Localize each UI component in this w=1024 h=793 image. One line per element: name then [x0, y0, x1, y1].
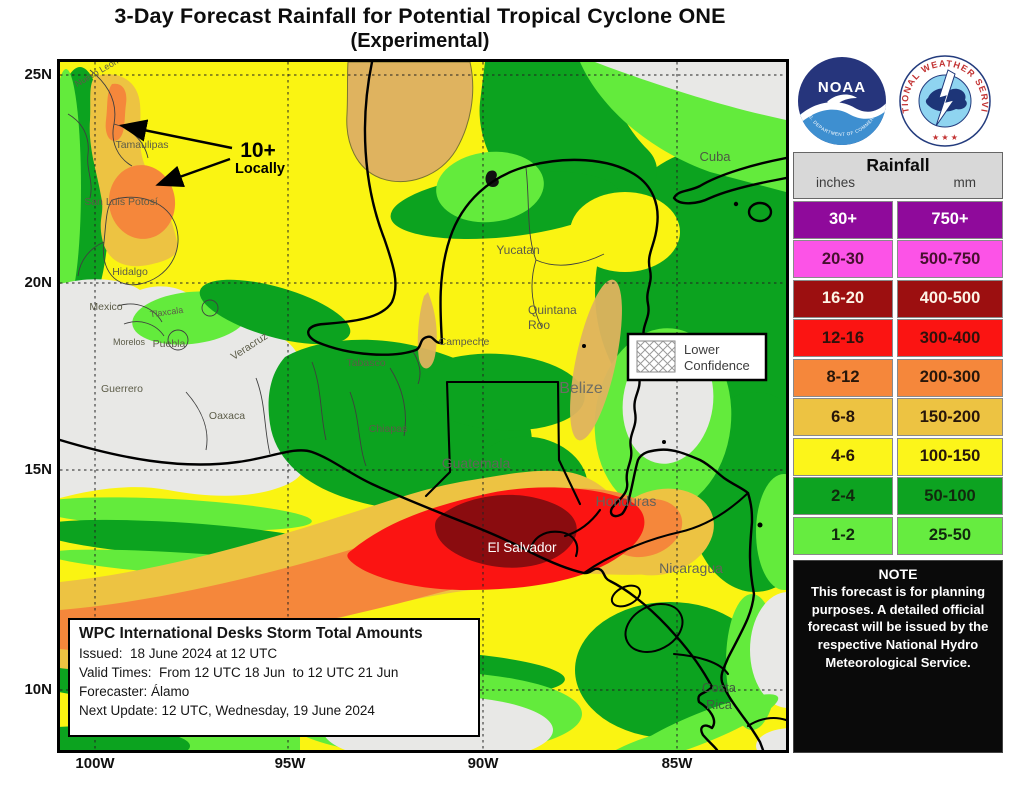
hatch-swatch-icon: [636, 340, 676, 373]
label-tabasco: Tabasco: [346, 357, 385, 369]
legend-row: 30+ 750+: [793, 200, 1003, 239]
label-oaxaca: Oaxaca: [209, 410, 245, 422]
lower-confidence-key: Lower Confidence: [626, 332, 768, 382]
legend-row: 12-16 300-400: [793, 319, 1003, 357]
local-max-word: Locally: [235, 161, 285, 177]
legend-cell-inches: 6-8: [793, 398, 893, 436]
label-mexico: Mexico: [89, 301, 122, 313]
lon-label-85w: 85W: [661, 755, 693, 772]
title-line-2: (Experimental): [350, 30, 490, 52]
label-hidalgo: Hidalgo: [112, 266, 148, 278]
noaa-logo-text: NOAA: [818, 79, 866, 96]
legend-row: 1-2 25-50: [793, 516, 1003, 555]
legend-cell-mm: 750+: [897, 200, 1003, 239]
label-guerrero: Guerrero: [101, 383, 143, 395]
label-puebla: Puebla: [153, 338, 186, 350]
label-nicaragua: Nicaragua: [659, 560, 723, 576]
page-title: 3-Day Forecast Rainfall for Potential Tr…: [0, 4, 840, 53]
wpc-valid-times: Valid Times: From 12 UTC 18 Jun to 12 UT…: [79, 665, 399, 681]
wpc-forecaster: Forecaster: Álamo: [79, 684, 190, 700]
legend-cell-inches: 4-6: [793, 437, 893, 476]
label-tamaulipas: Tamaulipas: [115, 139, 168, 151]
lon-label-90w: 90W: [467, 755, 499, 772]
label-tlaxcala: Tlaxcala: [149, 305, 184, 320]
label-chiapas: Chiapas: [369, 423, 408, 435]
wpc-next-update: Next Update: 12 UTC, Wednesday, 19 June …: [79, 703, 375, 719]
legend-row: 16-20 400-500: [793, 279, 1003, 318]
lightning-bolt-icon: [935, 69, 956, 127]
label-costa: Costa: [702, 680, 737, 695]
lower-confidence-line2: Confidence: [684, 358, 750, 373]
lat-label-25n: 25N: [24, 66, 52, 83]
legend-cell-inches: 2-4: [793, 477, 893, 515]
label-roo: Roo: [528, 318, 550, 332]
legend-col-inches: inches: [816, 175, 856, 190]
legend-title: Rainfall: [866, 155, 930, 175]
wpc-info-box: WPC International Desks Storm Total Amou…: [68, 618, 480, 737]
noaa-logo: NOAA U.S. DEPARTMENT OF COMMERCE: [798, 57, 886, 145]
legend-cell-inches: 30+: [793, 200, 893, 239]
legend-cell-inches: 12-16: [793, 319, 893, 357]
legend-cell-inches: 1-2: [793, 516, 893, 555]
legend-col-mm: mm: [953, 175, 977, 190]
label-morelos: Morelos: [113, 337, 146, 347]
rainfall-legend: Rainfall inches mm 30+ 750+ 20-30 500-75…: [793, 152, 1003, 555]
legend-cell-mm: 50-100: [897, 477, 1003, 515]
legend-cell-inches: 8-12: [793, 358, 893, 397]
wpc-title: WPC International Desks Storm Total Amou…: [79, 625, 423, 642]
title-line-1: 3-Day Forecast Rainfall for Potential Tr…: [114, 4, 726, 28]
lon-label-100w: 100W: [75, 755, 115, 772]
legend-cell-mm: 100-150: [897, 437, 1003, 476]
note-title: NOTE: [878, 566, 918, 582]
lat-label-20n: 20N: [24, 274, 52, 291]
legend-cell-mm: 150-200: [897, 398, 1003, 436]
legend-cell-mm: 500-750: [897, 240, 1003, 278]
label-quintana: Quintana: [528, 303, 577, 317]
legend-cell-mm: 400-500: [897, 279, 1003, 318]
lower-confidence-line1: Lower: [684, 342, 720, 357]
legend-cell-mm: 200-300: [897, 358, 1003, 397]
local-max-annotation: 10+ Locally: [119, 119, 285, 188]
label-el-salvador: El Salvador: [487, 540, 557, 555]
label-yucatan: Yucatan: [496, 243, 539, 257]
legend-header: Rainfall inches mm: [793, 152, 1003, 199]
legend-cell-mm: 25-50: [897, 516, 1003, 555]
label-belize: Belize: [559, 380, 603, 397]
label-honduras: Honduras: [596, 493, 657, 509]
legend-row: 2-4 50-100: [793, 477, 1003, 515]
note-body: This forecast is for planning purposes. …: [807, 584, 989, 670]
label-campeche: Campeche: [439, 336, 490, 348]
lon-label-95w: 95W: [274, 755, 306, 772]
legend-row: 4-6 100-150: [793, 437, 1003, 476]
wpc-issued: Issued: 18 June 2024 at 12 UTC: [79, 646, 278, 661]
state-borders: [67, 69, 605, 467]
lat-label-10n: 10N: [24, 681, 52, 698]
legend-cell-inches: 16-20: [793, 279, 893, 318]
label-cuba: Cuba: [699, 149, 731, 164]
nws-stars: ★ ★ ★: [932, 133, 958, 142]
label-san-luis-potosi: San Luis Potosí: [84, 196, 158, 208]
legend-row: 6-8 150-200: [793, 398, 1003, 436]
label-guatemala: Guatemala: [442, 455, 511, 471]
legend-row: 8-12 200-300: [793, 358, 1003, 397]
label-rica: Rica: [706, 697, 733, 712]
legend-cell-inches: 20-30: [793, 240, 893, 278]
legend-row: 20-30 500-750: [793, 240, 1003, 278]
note-box: NOTE This forecast is for planning purpo…: [793, 560, 1003, 753]
local-max-value: 10+: [240, 139, 276, 162]
legend-cell-mm: 300-400: [897, 319, 1003, 357]
nws-logo: NATIONAL WEATHER SERVICE ★ ★ ★: [898, 54, 991, 147]
lat-label-15n: 15N: [24, 461, 52, 478]
